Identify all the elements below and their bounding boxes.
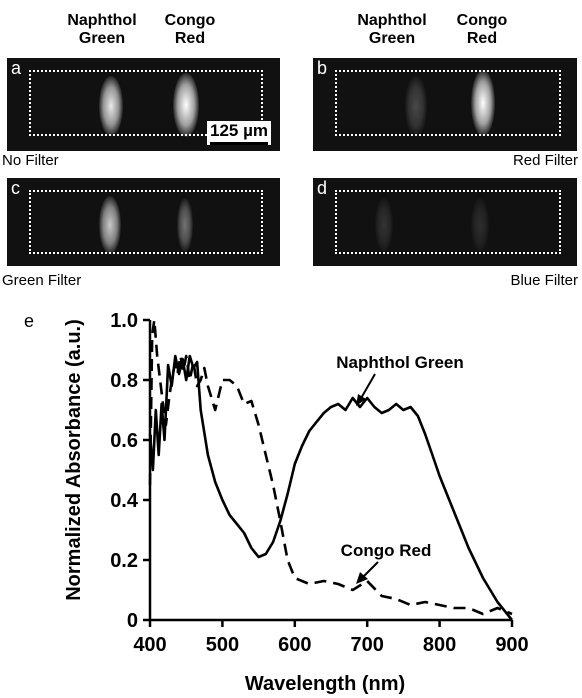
region-box bbox=[335, 70, 561, 136]
panel-caption-b: Red Filter bbox=[512, 152, 578, 169]
x-axis-label: Wavelength (nm) bbox=[245, 673, 405, 695]
panel-letter-e: e bbox=[24, 311, 34, 331]
annotation-arrowhead-naphthol-green bbox=[356, 394, 366, 406]
panel-caption-c: Green Filter bbox=[2, 272, 82, 289]
band-congo-red bbox=[173, 73, 199, 137]
region-box bbox=[335, 190, 561, 254]
y-tick-label: 0.4 bbox=[110, 490, 139, 512]
label-naphthol-green-left: Naphthol Green bbox=[67, 12, 137, 47]
y-tick-label: 0.6 bbox=[110, 430, 138, 452]
region-box bbox=[29, 70, 263, 136]
series-naphthol-green-line bbox=[148, 354, 514, 621]
x-tick-label: 600 bbox=[278, 634, 311, 656]
scale-bar: 125 µm bbox=[207, 121, 271, 145]
band-naphthol-green bbox=[99, 76, 123, 136]
scale-bar-label: 125 µm bbox=[210, 121, 268, 140]
label-congo-red-right: Congo Red bbox=[456, 12, 508, 47]
series-congo-red-line bbox=[148, 318, 513, 616]
y-tick-label: 0 bbox=[127, 610, 138, 632]
region-box bbox=[29, 190, 263, 254]
annotation-arrow-naphthol-green bbox=[359, 373, 376, 401]
annotation-naphthol-green: Naphthol Green bbox=[336, 353, 464, 372]
panel-caption-d: Blue Filter bbox=[510, 272, 578, 289]
y-tick-label: 0.8 bbox=[110, 370, 138, 392]
panel-letter-b: b bbox=[317, 58, 328, 78]
panel-letter-d: d bbox=[317, 178, 328, 198]
x-tick-label: 900 bbox=[495, 634, 528, 656]
x-tick-label: 700 bbox=[351, 634, 384, 656]
micrograph-panel-b: b bbox=[313, 58, 577, 151]
y-tick-label: 1.0 bbox=[110, 310, 138, 332]
annotation-arrowhead-congo-red bbox=[356, 572, 368, 584]
scale-bar-line bbox=[210, 142, 268, 145]
x-tick-label: 800 bbox=[423, 634, 456, 656]
panel-caption-a: No Filter bbox=[2, 152, 59, 169]
annotation-congo-red: Congo Red bbox=[341, 541, 432, 560]
y-axis-label: Normalized Absorbance (a.u.) bbox=[63, 319, 85, 601]
micrograph-panel-c: c bbox=[7, 178, 280, 266]
y-tick-label: 0.2 bbox=[110, 550, 138, 572]
absorbance-chart: e 0 0.2 0.4 0.6 0.8 1.0 400 500 600 700 800 900 Naph… bbox=[24, 310, 529, 695]
band-congo-red bbox=[471, 70, 495, 136]
band-naphthol-green bbox=[405, 76, 427, 136]
x-tick-label: 400 bbox=[133, 634, 166, 656]
band-congo-red bbox=[177, 198, 193, 252]
panel-letter-a: a bbox=[11, 58, 22, 78]
band-congo-red bbox=[471, 198, 489, 252]
band-naphthol-green bbox=[99, 196, 121, 254]
micrograph-panel-a: a 125 µm bbox=[7, 58, 280, 151]
micrograph-panel-d: d bbox=[313, 178, 577, 266]
label-congo-red-left: Congo Red bbox=[164, 12, 216, 47]
x-tick-label: 500 bbox=[206, 634, 239, 656]
panel-letter-c: c bbox=[11, 178, 20, 198]
label-naphthol-green-right: Naphthol Green bbox=[357, 12, 427, 47]
band-naphthol-green bbox=[375, 198, 393, 252]
annotation-arrow-congo-red bbox=[361, 561, 379, 579]
